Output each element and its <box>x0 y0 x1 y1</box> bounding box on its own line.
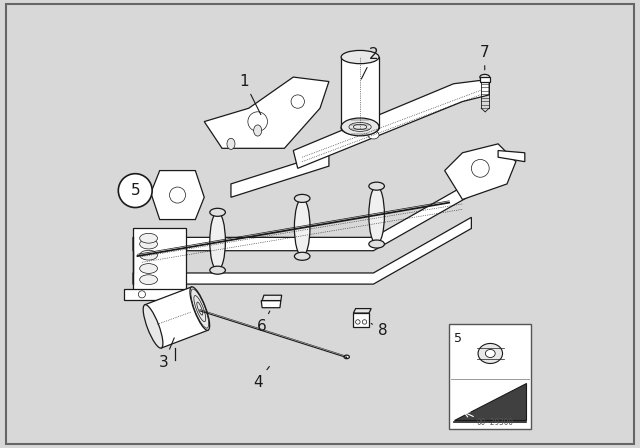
Circle shape <box>118 174 152 207</box>
Polygon shape <box>133 228 186 291</box>
Ellipse shape <box>341 118 379 136</box>
Polygon shape <box>261 301 281 308</box>
Ellipse shape <box>210 212 225 270</box>
Polygon shape <box>204 77 329 148</box>
Ellipse shape <box>140 250 157 260</box>
Circle shape <box>170 187 186 203</box>
Ellipse shape <box>369 182 385 190</box>
Text: 6: 6 <box>257 311 270 334</box>
Polygon shape <box>498 151 525 162</box>
Text: 5: 5 <box>454 332 463 345</box>
Polygon shape <box>262 295 282 301</box>
Ellipse shape <box>140 233 157 243</box>
Polygon shape <box>353 309 371 313</box>
Ellipse shape <box>369 186 385 244</box>
Polygon shape <box>353 313 369 327</box>
Ellipse shape <box>140 275 157 284</box>
Ellipse shape <box>341 122 379 135</box>
Ellipse shape <box>485 349 495 358</box>
Polygon shape <box>445 144 516 199</box>
Ellipse shape <box>362 320 367 324</box>
Text: 1: 1 <box>239 74 261 115</box>
Text: 2: 2 <box>362 47 378 79</box>
Ellipse shape <box>294 252 310 260</box>
Ellipse shape <box>480 74 490 80</box>
Ellipse shape <box>369 240 385 248</box>
Polygon shape <box>151 171 204 220</box>
Ellipse shape <box>478 344 502 363</box>
Ellipse shape <box>368 131 379 139</box>
Polygon shape <box>231 153 329 197</box>
Ellipse shape <box>253 125 262 136</box>
Polygon shape <box>133 182 472 251</box>
Text: 8: 8 <box>371 323 387 338</box>
Ellipse shape <box>227 138 235 150</box>
Ellipse shape <box>341 51 379 64</box>
Ellipse shape <box>140 263 157 273</box>
Text: 00-29300: 00-29300 <box>476 418 513 426</box>
Circle shape <box>248 112 268 131</box>
Circle shape <box>291 95 305 108</box>
Text: 5: 5 <box>131 183 140 198</box>
Ellipse shape <box>344 355 349 359</box>
Bar <box>449 324 531 429</box>
Ellipse shape <box>140 239 157 249</box>
Polygon shape <box>293 79 489 168</box>
Text: 7: 7 <box>480 45 490 70</box>
Ellipse shape <box>294 194 310 202</box>
Bar <box>341 57 379 128</box>
Ellipse shape <box>210 266 225 274</box>
Ellipse shape <box>294 198 310 256</box>
Circle shape <box>472 159 489 177</box>
Ellipse shape <box>356 320 360 324</box>
Circle shape <box>138 291 145 298</box>
Ellipse shape <box>143 305 163 348</box>
Bar <box>480 77 490 82</box>
Text: 3: 3 <box>159 338 174 370</box>
Text: 4: 4 <box>253 366 269 390</box>
Polygon shape <box>454 383 526 420</box>
Polygon shape <box>124 289 186 300</box>
Ellipse shape <box>190 287 210 330</box>
Polygon shape <box>145 287 208 348</box>
Polygon shape <box>133 217 472 284</box>
Ellipse shape <box>210 208 225 216</box>
